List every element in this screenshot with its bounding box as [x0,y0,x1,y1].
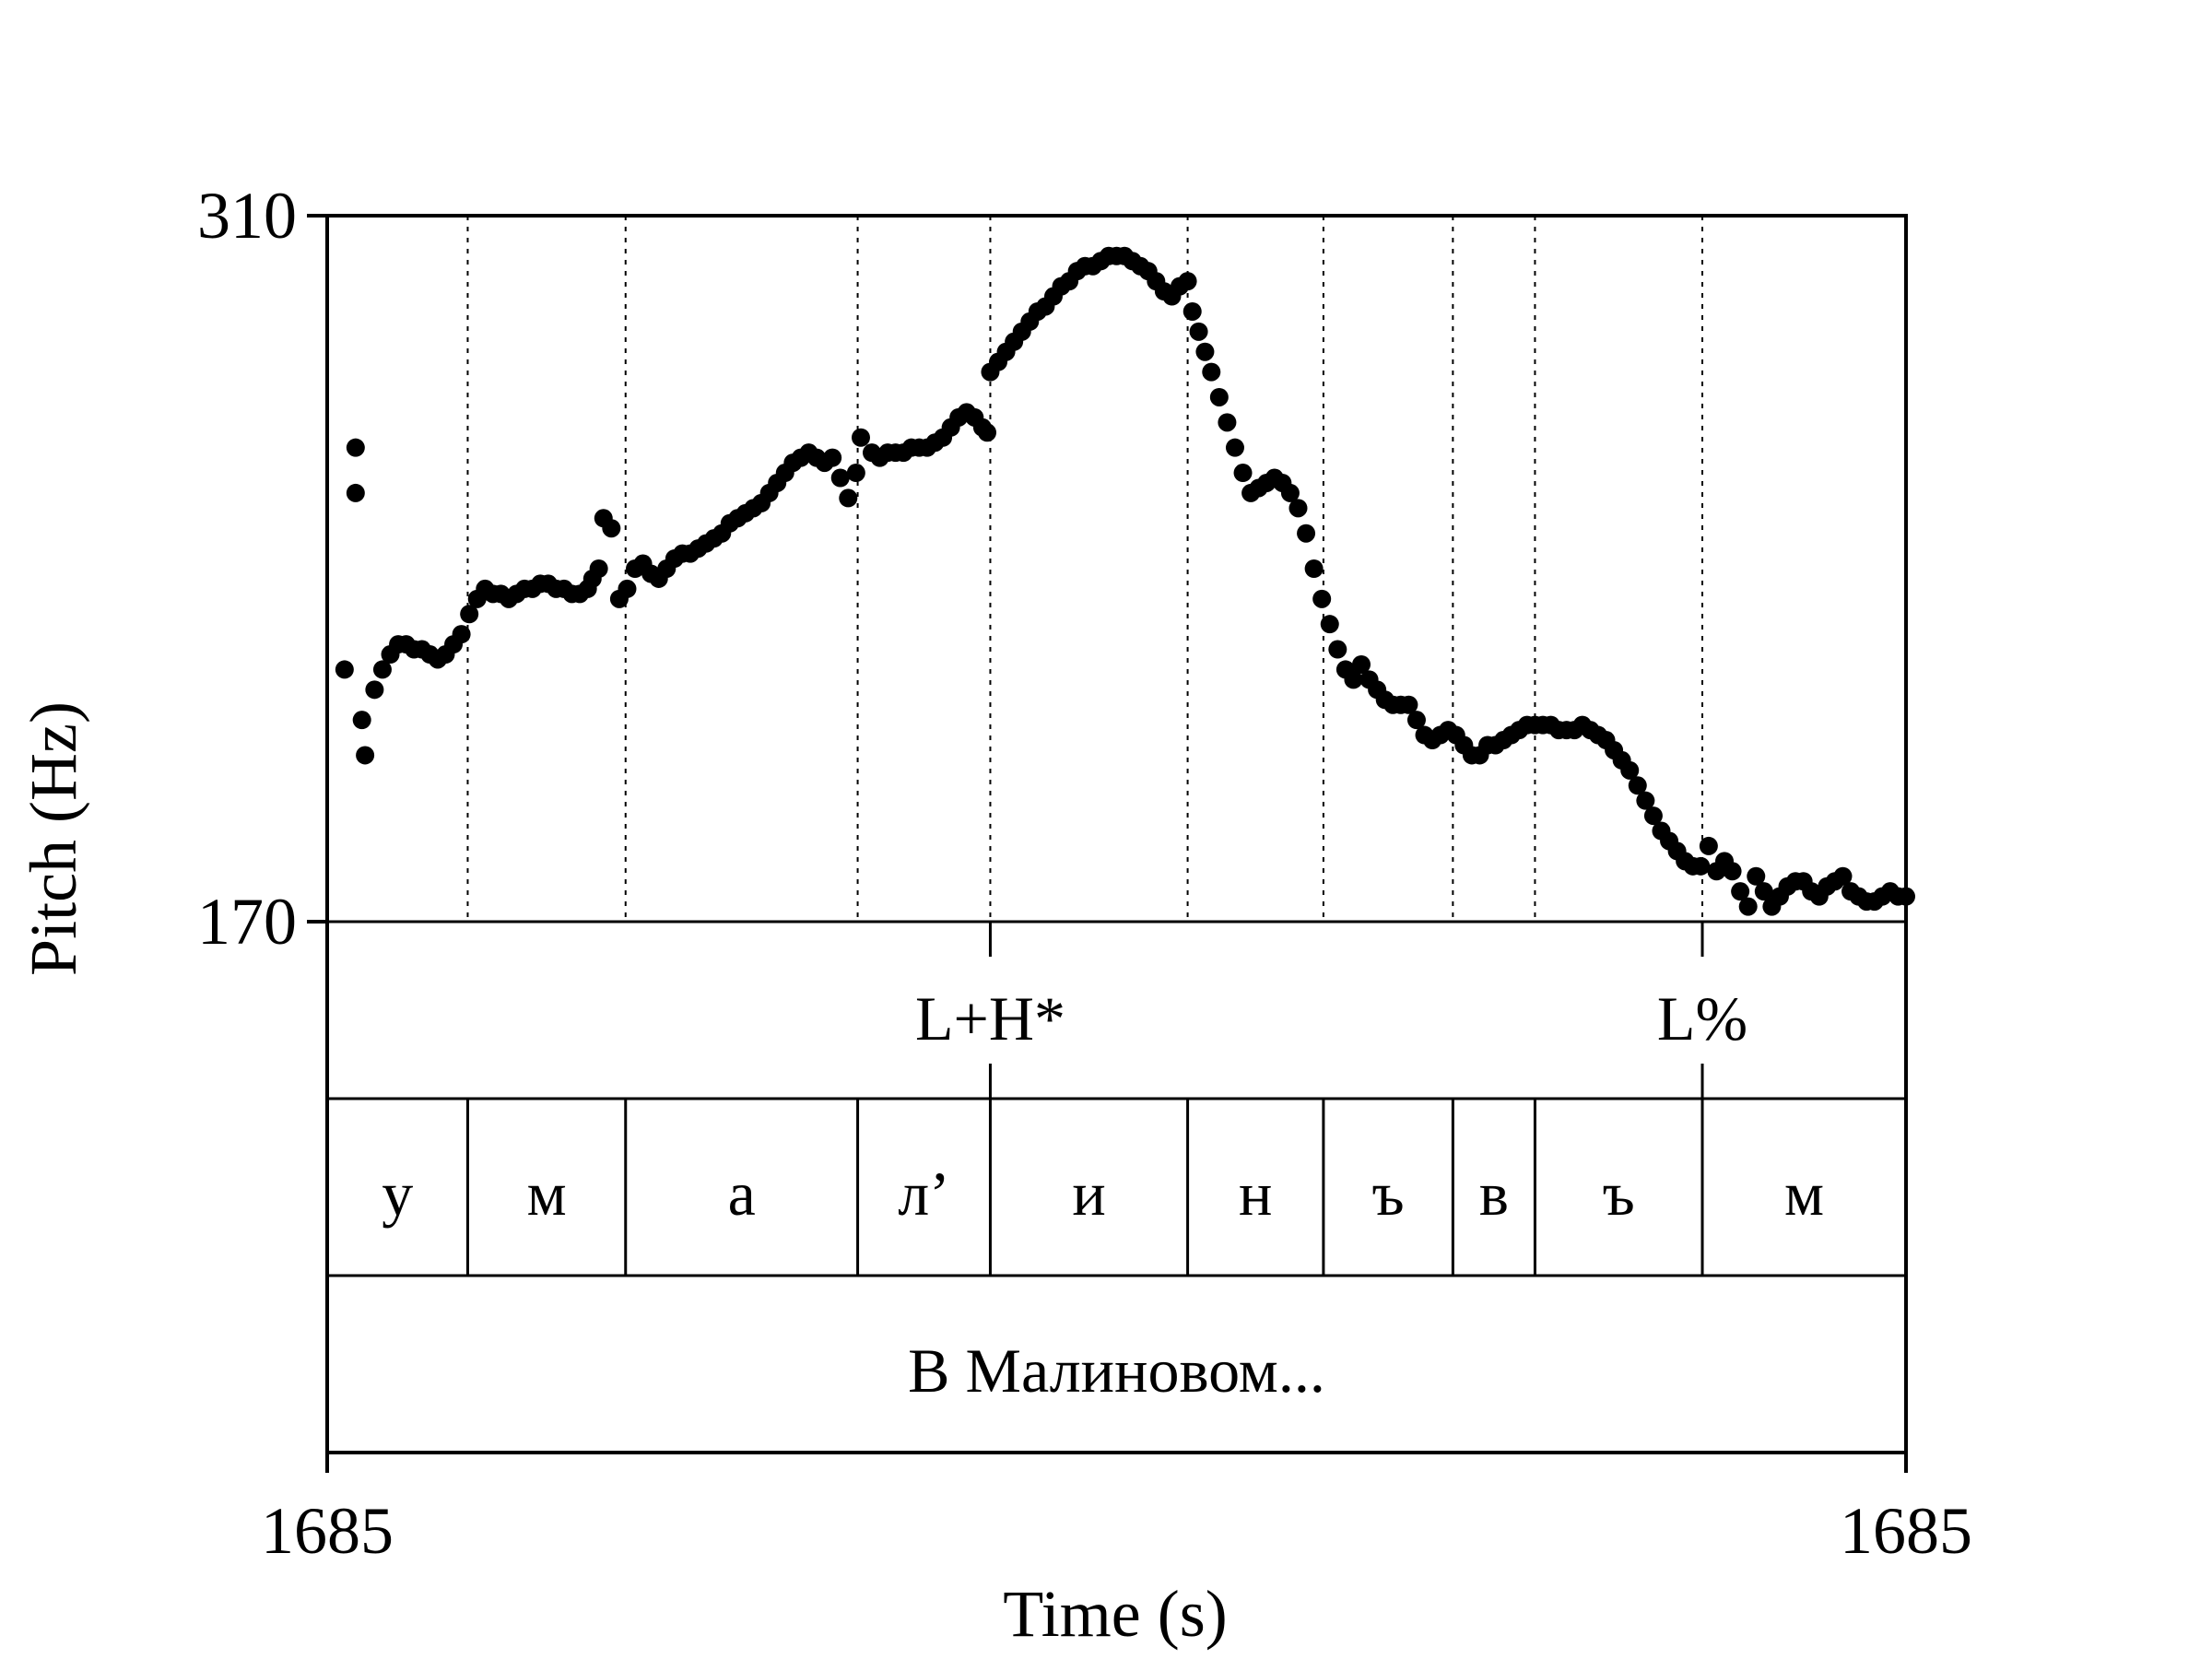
pitch-point-16 [452,625,471,644]
pitch-point-180 [1723,862,1742,881]
pitch-point-194 [1833,866,1853,886]
pitch-point-112 [1189,322,1208,341]
segment-label-6: ъ [1372,1159,1405,1229]
y-tick-label-top: 310 [197,179,297,253]
pitch-point-115 [1209,387,1229,406]
pitch-point-36 [602,519,621,538]
pitch-point-84 [978,423,997,442]
pitch-point-113 [1195,342,1215,361]
y-axis-label: Pitch (Hz) [17,701,90,976]
pitch-point-114 [1202,362,1221,382]
pitch-point-68 [851,428,870,447]
pitch-point-177 [1699,836,1718,855]
segment-label-9: м [1784,1159,1824,1229]
word-label-0: В Малиновом... [908,1335,1325,1406]
pitch-point-167 [1620,760,1640,780]
pitch-point-3 [352,711,371,730]
pitch-point-38 [618,579,637,598]
segment-label-5: н [1239,1159,1272,1229]
pitch-point-125 [1288,499,1308,518]
pitch-point-118 [1233,464,1253,483]
pitch-point-6 [372,660,392,679]
pitch-point-176 [1691,856,1711,876]
axes: 310 170 1685 1685 Time (s) Pitch (Hz) [17,179,1972,1651]
pitch-point-117 [1225,438,1244,457]
pitch-point-140 [1406,711,1426,730]
pitch-point-126 [1297,524,1316,543]
pitch-point-183 [1747,866,1766,886]
pitch-point-184 [1754,882,1773,901]
pitch-point-124 [1280,483,1300,502]
pitch-point-1 [346,483,365,502]
pitch-point-66 [839,488,858,508]
pitch-point-129 [1320,615,1339,634]
pitch-point-169 [1636,791,1655,810]
segment-label-2: а [728,1159,756,1229]
pitch-point-4 [356,746,375,765]
pitch-point-64 [823,448,842,467]
segment-label-7: в [1479,1159,1509,1229]
pitch-point-0 [335,660,354,679]
pitch-point-132 [1344,670,1363,689]
pitch-point-116 [1218,413,1237,432]
x-tick-label-start: 1685 [261,1494,394,1568]
pitch-point-182 [1738,897,1758,916]
pitch-point-133 [1352,654,1371,674]
pitch-point-2 [346,438,365,457]
pitch-point-168 [1628,776,1647,795]
segment-label-4: и [1072,1159,1105,1229]
pitch-point-110 [1178,272,1197,291]
pitch-point-65 [830,468,850,488]
pitch-point-111 [1182,301,1202,321]
pitch-point-181 [1731,882,1750,901]
pitch-point-34 [589,559,608,578]
pitch-point-130 [1328,640,1347,659]
pitch-point-17 [460,605,479,624]
pitch-point-128 [1312,589,1332,608]
tone-label-0: L+H* [915,983,1065,1053]
segment-label-3: л’ [898,1159,950,1229]
segment-label-0: у [382,1159,413,1229]
segment-label-8: ъ [1603,1159,1635,1229]
tone-label-1: L% [1657,983,1747,1053]
x-axis-label: Time (s) [1003,1577,1227,1651]
pitch-point-67 [846,464,865,483]
x-tick-label-end: 1685 [1840,1494,1972,1568]
pitch-point-170 [1643,806,1663,826]
segment-label-1: м [527,1159,567,1229]
pitch-point-139 [1399,695,1418,714]
plot-area [335,216,1915,922]
y-tick-label-bottom: 170 [197,885,297,959]
annotation-tiers: L+H* L% у м а л’ и н ъ в ъ м В Малиновом... [325,214,1908,1454]
pitch-point-127 [1304,559,1324,578]
plot-frame [325,214,1908,1454]
pitch-point-5 [365,680,384,700]
